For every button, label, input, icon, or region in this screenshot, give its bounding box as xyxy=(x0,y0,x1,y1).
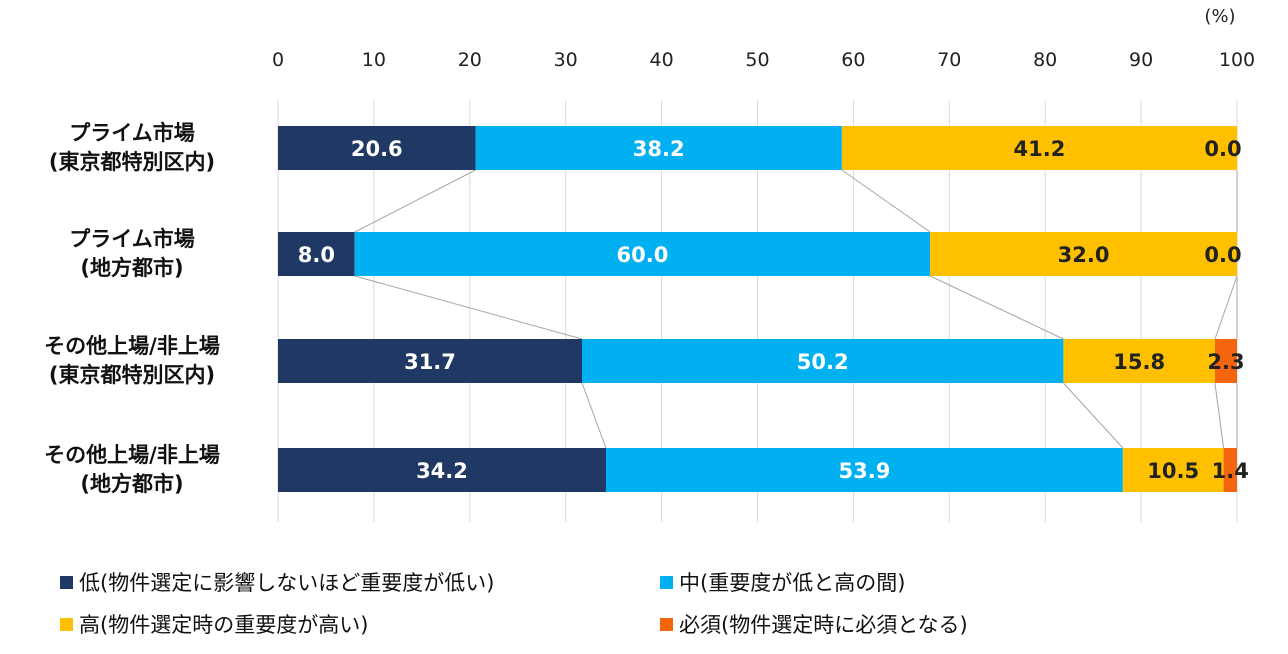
legend-swatch xyxy=(660,575,673,589)
category-label: (地方都市) xyxy=(80,256,183,280)
bar-segment xyxy=(278,339,583,383)
bar-segment xyxy=(605,448,1123,492)
series-line xyxy=(1214,382,1225,449)
data-label: 41.2 xyxy=(1014,137,1066,161)
x-tick-label: 30 xyxy=(554,49,578,71)
data-label: 31.7 xyxy=(404,350,456,374)
bar-segment xyxy=(475,126,842,170)
category-label: プライム市場 xyxy=(69,227,195,251)
legend-label: 高(物件選定時の重要度が高い) xyxy=(79,613,369,637)
category-label: その他上場/非上場 xyxy=(44,443,220,467)
category-label: (東京都特別区内) xyxy=(49,363,215,387)
x-tick-label: 80 xyxy=(1033,49,1057,71)
data-label: 8.0 xyxy=(298,243,335,267)
x-tick-label: 100 xyxy=(1219,49,1255,71)
data-label: 38.2 xyxy=(633,137,685,161)
bar-segment xyxy=(582,339,1064,383)
data-label: 0.0 xyxy=(1204,137,1241,161)
legend-item: 低(物件選定に影響しないほど重要度が低い) xyxy=(60,564,494,600)
x-axis-ticks: 0 10 20 30 40 50 60 70 80 90 100 xyxy=(272,49,1255,71)
series-line xyxy=(581,382,607,449)
data-label: 0.0 xyxy=(1204,243,1241,267)
data-label: 34.2 xyxy=(416,459,468,483)
x-tick-label: 40 xyxy=(650,49,674,71)
x-tick-label: 90 xyxy=(1129,49,1153,71)
series-line xyxy=(929,275,1064,340)
x-tick-label: 10 xyxy=(362,49,386,71)
legend-swatch xyxy=(60,575,73,589)
data-label: 32.0 xyxy=(1058,243,1110,267)
x-tick-label: 20 xyxy=(458,49,482,71)
unit-label: (%) xyxy=(1204,6,1235,27)
category-label: プライム市場 xyxy=(69,121,195,145)
category-label: (東京都特別区内) xyxy=(49,150,215,174)
series-line xyxy=(354,169,476,233)
data-label: 15.8 xyxy=(1113,350,1165,374)
series-line xyxy=(1063,382,1124,449)
legend: 低(物件選定に影響しないほど重要度が低い) 中(重要度が低と高の間) 高(物件選定時… xyxy=(20,562,1270,652)
data-label: 1.4 xyxy=(1212,459,1249,483)
category-label: (地方都市) xyxy=(80,472,183,496)
category-label: その他上場/非上場 xyxy=(44,334,220,358)
legend-item: 中(重要度が低と高の間) xyxy=(660,564,905,600)
legend-label: 必須(物件選定時に必須となる) xyxy=(679,613,968,637)
legend-item: 高(物件選定時の重要度が高い) xyxy=(60,606,368,642)
bar-segment xyxy=(278,126,476,170)
bar-segment xyxy=(841,126,1237,170)
series-line xyxy=(1214,275,1238,340)
data-label: 20.6 xyxy=(351,137,403,161)
legend-swatch xyxy=(60,617,73,631)
series-line xyxy=(354,275,583,340)
bar-segment xyxy=(930,232,1237,276)
data-label: 50.2 xyxy=(797,350,849,374)
stacked-bar-chart: (%) 0 10 20 30 40 50 60 70 80 90 100 20.6 38.2 41.2 0… xyxy=(44,6,1255,522)
x-tick-label: 50 xyxy=(745,49,769,71)
data-label: 60.0 xyxy=(617,243,669,267)
series-line xyxy=(841,169,931,233)
data-label: 53.9 xyxy=(839,459,891,483)
bar-segment xyxy=(1223,448,1237,492)
data-labels: 20.6 38.2 41.2 0.0 8.0 60.0 32.0 0.0 31.7 50.2 15.… xyxy=(298,137,1249,483)
x-tick-label: 0 xyxy=(272,49,284,71)
x-tick-label: 60 xyxy=(841,49,865,71)
bar-segment xyxy=(1063,339,1215,383)
bars xyxy=(278,126,1237,492)
data-label: 10.5 xyxy=(1147,459,1199,483)
bar-segment xyxy=(278,232,355,276)
series-connector-lines xyxy=(354,169,1238,449)
legend-label: 中(重要度が低と高の間) xyxy=(679,571,906,595)
legend-label: 低(物件選定に影響しないほど重要度が低い) xyxy=(79,571,495,595)
legend-swatch xyxy=(660,617,673,631)
x-tick-label: 70 xyxy=(937,49,961,71)
data-label: 2.3 xyxy=(1207,350,1244,374)
bar-segment xyxy=(1214,339,1237,383)
bar-segment xyxy=(354,232,931,276)
category-labels: プライム市場 (東京都特別区内) プライム市場 (地方都市) その他上場/非上場 (東京都… xyxy=(44,121,220,496)
bar-segment xyxy=(278,448,606,492)
legend-item: 必須(物件選定時に必須となる) xyxy=(660,606,968,642)
bar-segment xyxy=(1122,448,1224,492)
